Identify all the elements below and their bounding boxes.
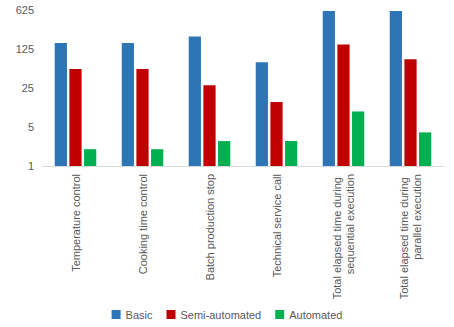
svg-text:Batch production stop: Batch production stop — [204, 174, 216, 280]
svg-text:parallel execution: parallel execution — [411, 174, 423, 260]
svg-text:625: 625 — [16, 4, 34, 16]
svg-text:125: 125 — [16, 43, 34, 55]
svg-text:Total elapsed time during: Total elapsed time during — [398, 174, 410, 299]
svg-text:Total elapsed time during: Total elapsed time during — [331, 174, 343, 299]
svg-text:Automated: Automated — [289, 309, 342, 321]
svg-text:Basic: Basic — [126, 309, 153, 321]
svg-text:Cooking time control: Cooking time control — [137, 174, 149, 274]
svg-text:25: 25 — [22, 82, 34, 94]
svg-text:Temperature control: Temperature control — [70, 174, 82, 272]
svg-text:Technical service call: Technical service call — [271, 174, 283, 277]
svg-text:sequential execution: sequential execution — [344, 174, 356, 274]
svg-text:5: 5 — [28, 121, 34, 133]
svg-text:Semi-automated: Semi-automated — [180, 309, 261, 321]
svg-text:1: 1 — [28, 160, 34, 172]
